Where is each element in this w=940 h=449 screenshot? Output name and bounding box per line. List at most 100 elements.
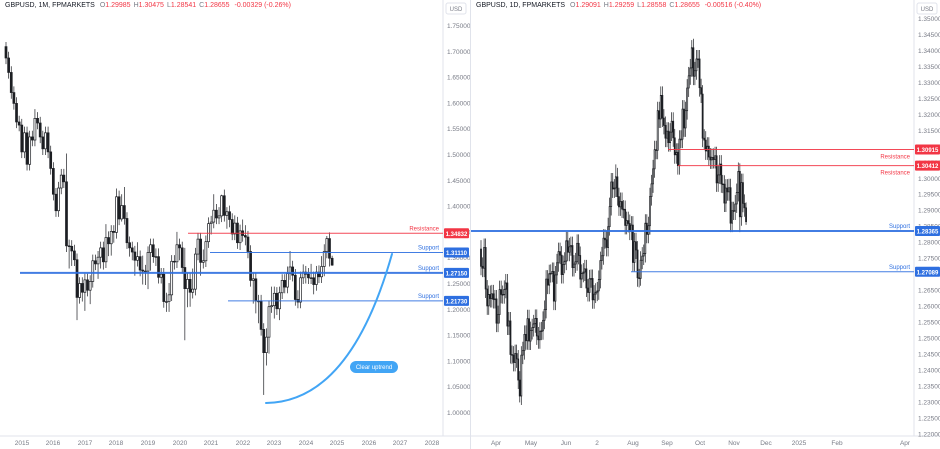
x-axis-label: 2023	[267, 440, 282, 447]
candle-up	[540, 330, 543, 332]
candle-up	[695, 58, 698, 72]
candle-down	[65, 181, 68, 247]
candle-down	[94, 260, 97, 265]
resistance-label: Resistance	[880, 155, 910, 161]
candle-down	[632, 224, 634, 263]
candle-up	[694, 70, 696, 77]
monthly-chart-panel: 1.00000 1.05000 1.10000 1.15000 1.20000 1.250…	[0, 0, 470, 449]
daily-chart-header: GBPUSD, 1D, FPMARKETS O1.29091 H1.29259 L1…	[476, 2, 761, 10]
candle-up	[619, 201, 622, 208]
candle-up	[507, 320, 510, 327]
candle-down	[259, 300, 263, 330]
candle-up	[322, 251, 326, 267]
candle-down	[709, 156, 712, 161]
candle-down	[243, 235, 247, 238]
monthly-chart-header: GBPUSD, 1M, FPMARKETS O1.29985 H1.30475 L1…	[5, 2, 291, 10]
support-label: Support	[418, 294, 439, 300]
monthly-chart-canvas[interactable]: 1.00000 1.05000 1.10000 1.15000 1.20000 1.250…	[0, 0, 470, 449]
candle-up	[503, 288, 506, 296]
candle-up	[669, 131, 672, 144]
candle-down	[291, 266, 295, 276]
candle-up	[735, 192, 738, 205]
candle-down	[178, 244, 181, 249]
ohlc-value: 1.30475	[138, 2, 164, 9]
trend-arrow[interactable]	[265, 253, 393, 404]
price-tag-value: 1.27150	[446, 271, 468, 277]
candle-down	[712, 157, 715, 160]
candle-down	[579, 255, 582, 280]
y-axis-label: 1.22500	[918, 415, 940, 422]
candle-up	[233, 222, 237, 235]
y-axis-label: 1.60000	[447, 100, 470, 107]
candle-up	[599, 260, 602, 280]
candle-down	[188, 279, 192, 293]
candle-down	[183, 267, 187, 289]
currency-button[interactable]	[916, 2, 938, 15]
candle-down	[480, 248, 482, 267]
candle-up	[686, 87, 689, 112]
x-axis-label: 2025	[792, 440, 807, 447]
candle-down	[125, 218, 129, 244]
candle-down	[128, 242, 131, 249]
candle-up	[78, 283, 81, 298]
candle-down	[742, 182, 744, 204]
candle-up	[265, 336, 268, 353]
y-axis-label: 1.33500	[918, 64, 940, 71]
daily-symbol-title[interactable]: GBPUSD, 1D, FPMARKETS	[476, 2, 566, 9]
candle-up	[120, 205, 124, 220]
price-tag	[444, 247, 469, 258]
candle-up	[115, 196, 118, 233]
y-axis-label: 1.33000	[918, 80, 940, 87]
candle-down	[738, 171, 741, 218]
monthly-symbol-title[interactable]: GBPUSD, 1M, FPMARKETS	[5, 2, 95, 9]
x-axis-label: Nov	[728, 440, 740, 447]
candle-up	[207, 223, 210, 243]
x-axis-label: 2015	[15, 440, 30, 447]
candle-down	[509, 320, 512, 355]
candle-down	[627, 220, 630, 224]
candle-up	[711, 157, 713, 161]
candle-down	[512, 354, 515, 363]
candle-down	[622, 208, 625, 211]
candle-up	[309, 277, 313, 279]
candle-up	[109, 231, 113, 245]
candle-up	[497, 314, 499, 324]
candle-up	[542, 319, 544, 332]
candle-down	[283, 280, 287, 288]
candle-up	[267, 306, 271, 338]
candle-down	[38, 122, 42, 138]
candle-down	[249, 251, 252, 281]
candle-up	[607, 226, 610, 248]
candle-up	[57, 187, 60, 212]
candle-up	[569, 245, 572, 248]
candle-up	[706, 145, 709, 152]
daily-chart-canvas[interactable]: 1.22000 1.22500 1.23000 1.23500 1.24000 1.245…	[471, 0, 940, 449]
candle-down	[672, 120, 675, 139]
daily-ohlc-values: O1.29091 H1.29259 L1.28558 C1.28655	[567, 2, 700, 9]
candle-up	[212, 209, 216, 223]
candle-down	[732, 210, 735, 212]
resistance-label: Resistance	[880, 171, 910, 177]
candle-down	[215, 209, 218, 219]
candle-up	[653, 149, 656, 170]
currency-label: USD	[921, 7, 934, 13]
clear-uptrend-callout[interactable]	[350, 361, 398, 373]
candle-down	[587, 287, 589, 293]
y-axis-label: 1.35000	[918, 16, 940, 23]
ohlc-value: 1.28655	[674, 2, 700, 9]
currency-button[interactable]	[445, 2, 467, 15]
candle-down	[707, 145, 710, 158]
daily-change-value: -0.00516 (-0.40%)	[704, 2, 762, 9]
ohlc-value: 1.28558	[641, 2, 667, 9]
candle-down	[489, 294, 492, 299]
candle-up	[684, 110, 687, 129]
candle-up	[498, 289, 501, 315]
candle-down	[501, 294, 504, 296]
candle-up	[209, 221, 213, 224]
y-axis-label: 1.25000	[918, 336, 940, 343]
y-axis-label: 1.32500	[918, 96, 940, 103]
candle-down	[101, 247, 105, 263]
x-axis-label: 2	[595, 440, 599, 447]
candle-down	[80, 283, 84, 293]
